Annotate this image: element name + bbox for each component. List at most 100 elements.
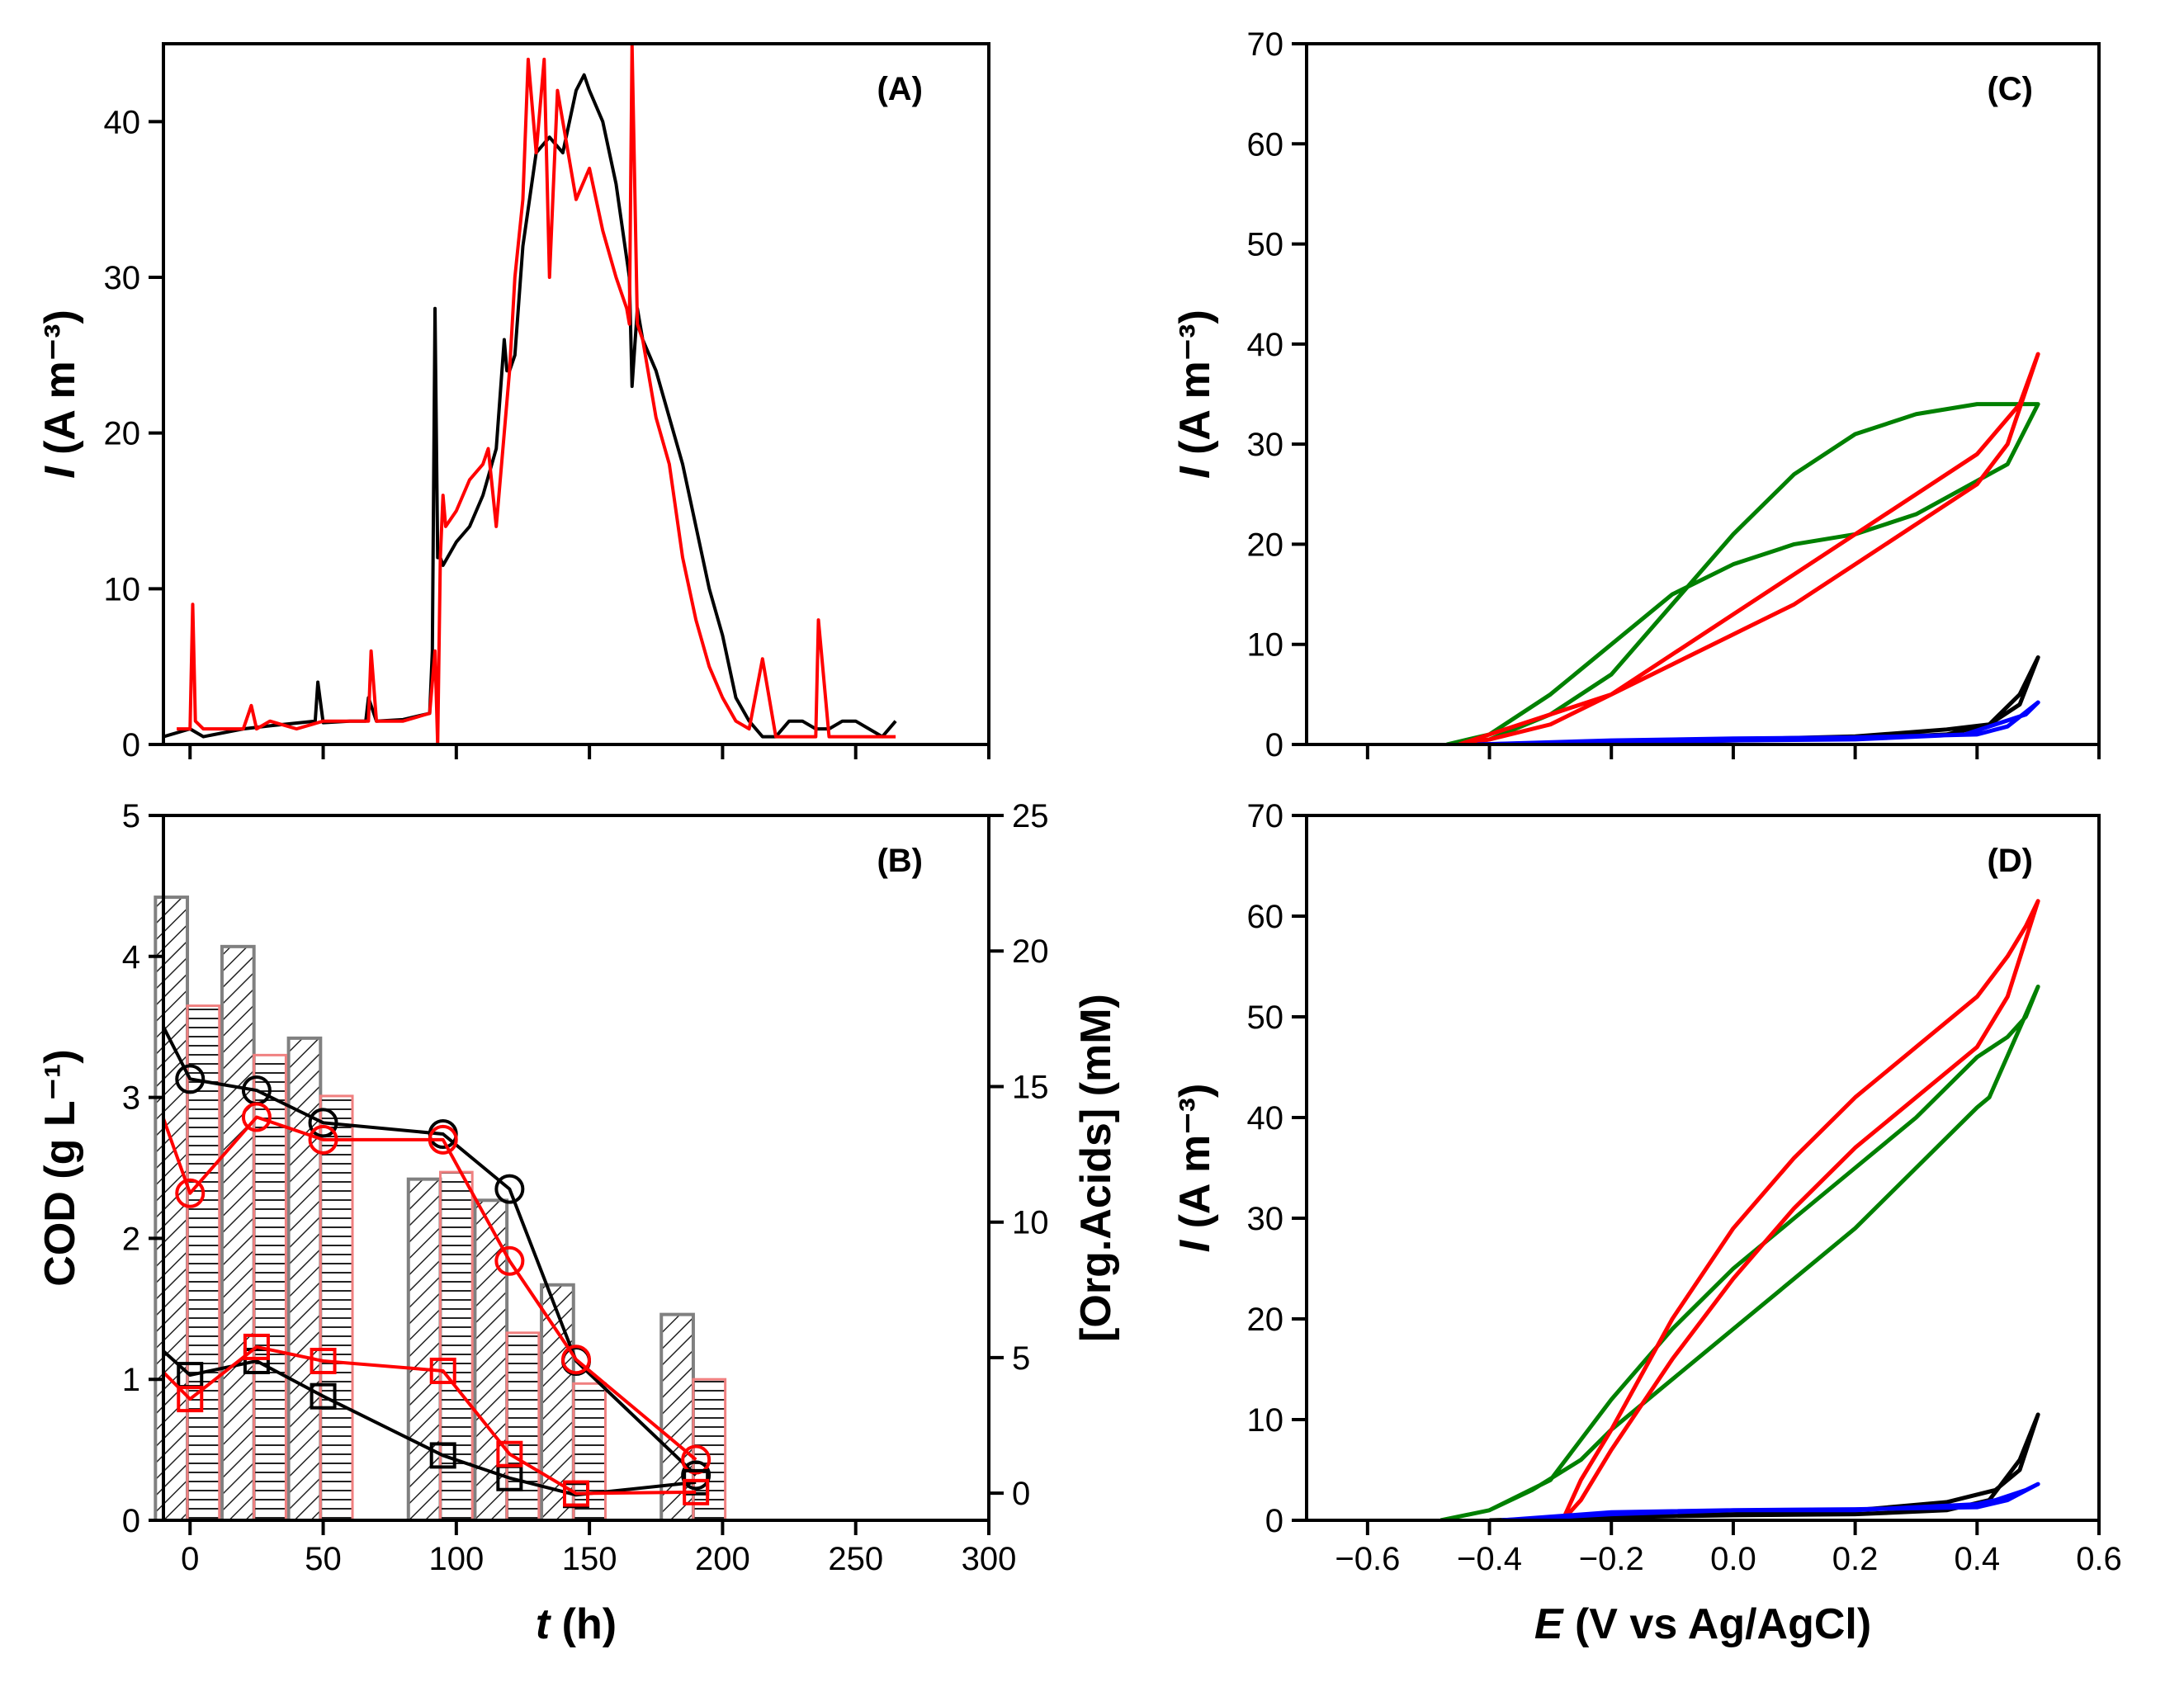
y-tick-label: 20: [1247, 1302, 1284, 1338]
panel-C-frame: [1305, 42, 2101, 746]
panel-A-ylabel: I (A m⁻³): [36, 310, 84, 479]
x-tick-label: 150: [562, 1541, 617, 1577]
marker-square: [177, 1386, 204, 1413]
y-tick-label: 20: [1012, 933, 1049, 970]
y-tick-label: 30: [104, 260, 141, 296]
y-tick-label: 50: [1247, 999, 1284, 1036]
panel-C: 0 10 20 30 40 50 60 70 (C) I (A m⁻³): [1171, 26, 2101, 763]
marker-square: [429, 1357, 456, 1384]
bar-red: [572, 1382, 607, 1522]
y-tick-label: 0: [1265, 1503, 1283, 1539]
x-tick-label: 0.0: [1710, 1541, 1756, 1577]
series-C-0: [1446, 402, 2040, 744]
x-tick-label: 0.6: [2076, 1541, 2122, 1577]
panel-D-xlabel-text: (V vs Ag/AgCl): [1563, 1600, 1872, 1648]
marker-circle: [175, 1178, 206, 1208]
x-tick-label: 250: [828, 1541, 883, 1577]
x-tick-label: 200: [695, 1541, 750, 1577]
y-tick-label: 60: [1247, 899, 1284, 935]
y-tick-label: 30: [1247, 427, 1284, 463]
series-A-1: [177, 44, 896, 744]
bar-grey: [406, 1177, 442, 1522]
x-tick-label: 300: [962, 1541, 1017, 1577]
y-tick-label: 70: [1247, 798, 1284, 834]
marker-square: [310, 1382, 337, 1410]
y-tick-label: 40: [1247, 327, 1284, 363]
x-tick-label: −0.6: [1335, 1541, 1400, 1577]
marker-square: [429, 1442, 456, 1469]
x-tick-label: 100: [428, 1541, 484, 1577]
panel-B-xlabel-symbol: t: [536, 1600, 552, 1648]
y-tick-label: 0: [1012, 1476, 1030, 1512]
series-B-0: [163, 1026, 697, 1477]
marker-circle: [308, 1124, 338, 1155]
y-tick-label: 70: [1247, 26, 1284, 63]
y-tick-label: 25: [1012, 798, 1049, 834]
series-C-1: [1458, 352, 2040, 744]
y-tick-label: 10: [104, 571, 141, 607]
bar-red: [692, 1378, 727, 1522]
panel-C-ylabel-text: (A m⁻³): [1171, 310, 1219, 466]
bar-red: [319, 1094, 354, 1522]
y-tick-label: 10: [1247, 1402, 1284, 1439]
marker-circle: [494, 1174, 525, 1204]
y-tick-label: 15: [1012, 1069, 1049, 1105]
series-D-3: [1501, 1482, 2040, 1520]
marker-circle: [494, 1245, 525, 1276]
panel-B-ylabel: COD (g L⁻¹): [36, 1049, 84, 1286]
marker-square: [496, 1440, 523, 1467]
panel-C-ylabel: I (A m⁻³): [1171, 310, 1219, 479]
panel-A-ylabel-text: (A m⁻³): [36, 310, 84, 466]
panel-D-label: (D): [1987, 843, 2033, 879]
panel-A-plot: [163, 44, 897, 744]
x-tick-label: 0: [181, 1541, 199, 1577]
panel-C-plot: [1446, 352, 2040, 744]
y-tick-label: 0: [1265, 727, 1283, 763]
y-tick-label: 5: [1012, 1340, 1030, 1377]
y-tick-label: 0: [122, 1503, 140, 1539]
panel-A-ylabel-symbol: I: [36, 465, 84, 479]
y-tick-label: 4: [122, 939, 140, 976]
y-tick-label: 2: [122, 1221, 140, 1257]
series-C-3: [1477, 700, 2040, 744]
panel-B-xlabel: t (h): [536, 1600, 617, 1648]
panel-D-plot: [1439, 899, 2040, 1520]
marker-square: [563, 1480, 589, 1507]
panel-B-frame: [162, 814, 990, 1522]
panel-B-y2label: [Org.Acids] (mM): [1072, 994, 1120, 1342]
y-tick-label: 50: [1247, 227, 1284, 263]
x-tick-label: −0.2: [1579, 1541, 1644, 1577]
y-tick-label: 40: [1247, 1100, 1284, 1137]
panel-A: 0 10 20 30 40 (A) I (A m⁻³): [36, 42, 990, 763]
x-tick-label: 50: [305, 1541, 342, 1577]
panel-D-xlabel-symbol: E: [1534, 1600, 1564, 1648]
marker-circle: [561, 1344, 591, 1375]
marker-square: [310, 1347, 337, 1374]
panel-B-xlabel-text: (h): [550, 1600, 617, 1648]
bar-grey: [659, 1312, 695, 1522]
panel-A-frame: [162, 42, 990, 746]
marker-square: [683, 1478, 710, 1505]
y-tick-label: 60: [1247, 126, 1284, 163]
x-tick-label: 0.4: [1955, 1541, 2001, 1577]
bar-red: [505, 1331, 541, 1522]
panel-D-ylabel: I (A m⁻³): [1171, 1084, 1219, 1253]
panel-D: 0 10 20 30 40 50 60 70 −0.6 −0.4 −0.2 0.0 0.2 0.4 0.6 (…: [1171, 798, 2122, 1648]
marker-square: [243, 1333, 270, 1360]
marker-circle: [428, 1124, 458, 1155]
x-tick-label: 0.2: [1832, 1541, 1879, 1577]
panel-A-label: (A): [877, 71, 923, 107]
panel-C-label: (C): [1987, 71, 2033, 107]
y-tick-label: 20: [104, 416, 141, 452]
y-tick-label: 0: [122, 727, 140, 763]
panel-D-ylabel-symbol: I: [1171, 1239, 1219, 1252]
y-tick-label: 10: [1247, 627, 1284, 664]
series-D-1: [1560, 899, 2040, 1520]
panel-C-ylabel-symbol: I: [1171, 465, 1219, 479]
y-tick-label: 40: [104, 104, 141, 140]
marker-circle: [308, 1108, 338, 1138]
panel-D-frame: [1305, 814, 2101, 1522]
series-D-2: [1489, 1412, 2040, 1520]
